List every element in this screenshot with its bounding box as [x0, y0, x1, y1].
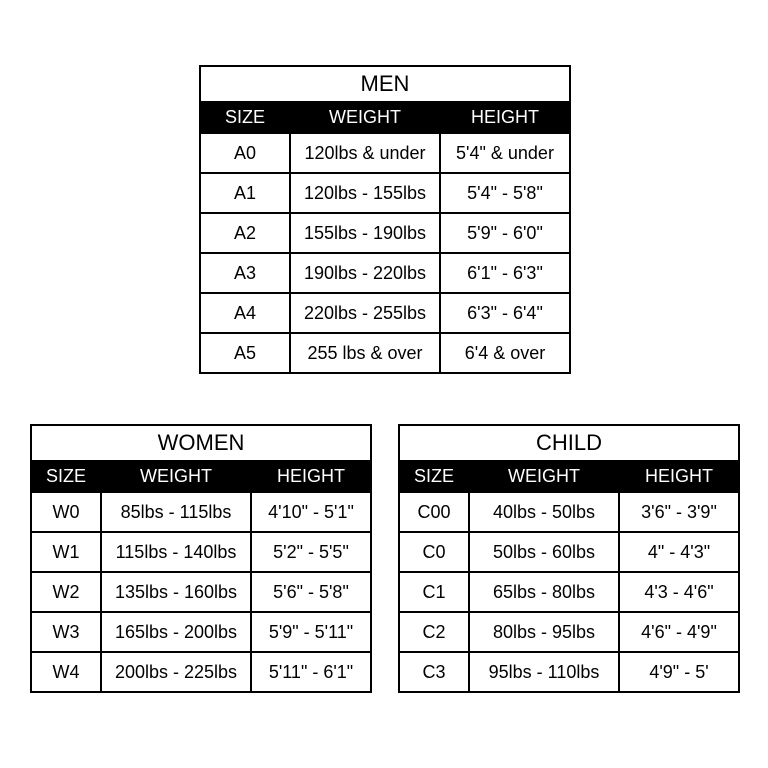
- cell-size: W3: [31, 612, 101, 652]
- cell-size: W1: [31, 532, 101, 572]
- size-chart-page: { "colors":{ "page_bg":"#ffffff", "borde…: [0, 0, 768, 768]
- child-col-size: SIZE: [399, 461, 469, 492]
- cell-size: C00: [399, 492, 469, 532]
- table-row: C2 80lbs - 95lbs 4'6" - 4'9": [399, 612, 739, 652]
- table-row: C0 50lbs - 60lbs 4" - 4'3": [399, 532, 739, 572]
- cell-weight: 50lbs - 60lbs: [469, 532, 619, 572]
- cell-size: C1: [399, 572, 469, 612]
- table-row: W4 200lbs - 225lbs 5'11" - 6'1": [31, 652, 371, 692]
- table-row: C00 40lbs - 50lbs 3'6" - 3'9": [399, 492, 739, 532]
- women-size-table: WOMEN SIZE WEIGHT HEIGHT W0 85lbs - 115l…: [30, 424, 372, 693]
- cell-weight: 200lbs - 225lbs: [101, 652, 251, 692]
- men-col-size: SIZE: [200, 102, 290, 133]
- table-row: W1 115lbs - 140lbs 5'2" - 5'5": [31, 532, 371, 572]
- table-row: A2 155lbs - 190lbs 5'9" - 6'0": [200, 213, 570, 253]
- cell-weight: 65lbs - 80lbs: [469, 572, 619, 612]
- cell-weight: 80lbs - 95lbs: [469, 612, 619, 652]
- cell-size: C3: [399, 652, 469, 692]
- cell-weight: 40lbs - 50lbs: [469, 492, 619, 532]
- cell-height: 6'1" - 6'3": [440, 253, 570, 293]
- table-row: C1 65lbs - 80lbs 4'3 - 4'6": [399, 572, 739, 612]
- cell-size: A3: [200, 253, 290, 293]
- child-title: CHILD: [398, 424, 740, 460]
- cell-height: 5'4" & under: [440, 133, 570, 173]
- cell-height: 5'6" - 5'8": [251, 572, 371, 612]
- men-size-table: MEN SIZE WEIGHT HEIGHT A0 120lbs & under…: [199, 65, 571, 374]
- cell-size: A1: [200, 173, 290, 213]
- cell-weight: 255 lbs & over: [290, 333, 440, 373]
- cell-height: 4'10" - 5'1": [251, 492, 371, 532]
- cell-weight: 220lbs - 255lbs: [290, 293, 440, 333]
- cell-weight: 155lbs - 190lbs: [290, 213, 440, 253]
- table-row: W0 85lbs - 115lbs 4'10" - 5'1": [31, 492, 371, 532]
- women-col-height: HEIGHT: [251, 461, 371, 492]
- table-row: A1 120lbs - 155lbs 5'4" - 5'8": [200, 173, 570, 213]
- men-col-height: HEIGHT: [440, 102, 570, 133]
- cell-weight: 85lbs - 115lbs: [101, 492, 251, 532]
- women-col-size: SIZE: [31, 461, 101, 492]
- cell-size: C0: [399, 532, 469, 572]
- cell-weight: 165lbs - 200lbs: [101, 612, 251, 652]
- cell-height: 4'9" - 5': [619, 652, 739, 692]
- women-col-weight: WEIGHT: [101, 461, 251, 492]
- table-row: A4 220lbs - 255lbs 6'3" - 6'4": [200, 293, 570, 333]
- cell-weight: 190lbs - 220lbs: [290, 253, 440, 293]
- table-row: W2 135lbs - 160lbs 5'6" - 5'8": [31, 572, 371, 612]
- child-size-table: CHILD SIZE WEIGHT HEIGHT C00 40lbs - 50l…: [398, 424, 740, 693]
- cell-weight: 135lbs - 160lbs: [101, 572, 251, 612]
- cell-height: 5'9" - 5'11": [251, 612, 371, 652]
- cell-height: 5'9" - 6'0": [440, 213, 570, 253]
- women-title: WOMEN: [30, 424, 372, 460]
- cell-height: 3'6" - 3'9": [619, 492, 739, 532]
- cell-size: W4: [31, 652, 101, 692]
- men-col-weight: WEIGHT: [290, 102, 440, 133]
- table-row: A0 120lbs & under 5'4" & under: [200, 133, 570, 173]
- table-row: A3 190lbs - 220lbs 6'1" - 6'3": [200, 253, 570, 293]
- cell-height: 5'2" - 5'5": [251, 532, 371, 572]
- cell-height: 4'6" - 4'9": [619, 612, 739, 652]
- cell-weight: 95lbs - 110lbs: [469, 652, 619, 692]
- cell-weight: 120lbs & under: [290, 133, 440, 173]
- cell-weight: 115lbs - 140lbs: [101, 532, 251, 572]
- cell-height: 5'11" - 6'1": [251, 652, 371, 692]
- cell-size: A2: [200, 213, 290, 253]
- cell-weight: 120lbs - 155lbs: [290, 173, 440, 213]
- cell-size: A4: [200, 293, 290, 333]
- cell-size: W2: [31, 572, 101, 612]
- table-row: W3 165lbs - 200lbs 5'9" - 5'11": [31, 612, 371, 652]
- cell-size: A0: [200, 133, 290, 173]
- cell-height: 4'3 - 4'6": [619, 572, 739, 612]
- table-row: C3 95lbs - 110lbs 4'9" - 5': [399, 652, 739, 692]
- cell-size: A5: [200, 333, 290, 373]
- table-row: A5 255 lbs & over 6'4 & over: [200, 333, 570, 373]
- cell-size: C2: [399, 612, 469, 652]
- cell-height: 6'3" - 6'4": [440, 293, 570, 333]
- cell-size: W0: [31, 492, 101, 532]
- men-title: MEN: [199, 65, 571, 101]
- cell-height: 6'4 & over: [440, 333, 570, 373]
- child-col-weight: WEIGHT: [469, 461, 619, 492]
- child-col-height: HEIGHT: [619, 461, 739, 492]
- cell-height: 5'4" - 5'8": [440, 173, 570, 213]
- cell-height: 4" - 4'3": [619, 532, 739, 572]
